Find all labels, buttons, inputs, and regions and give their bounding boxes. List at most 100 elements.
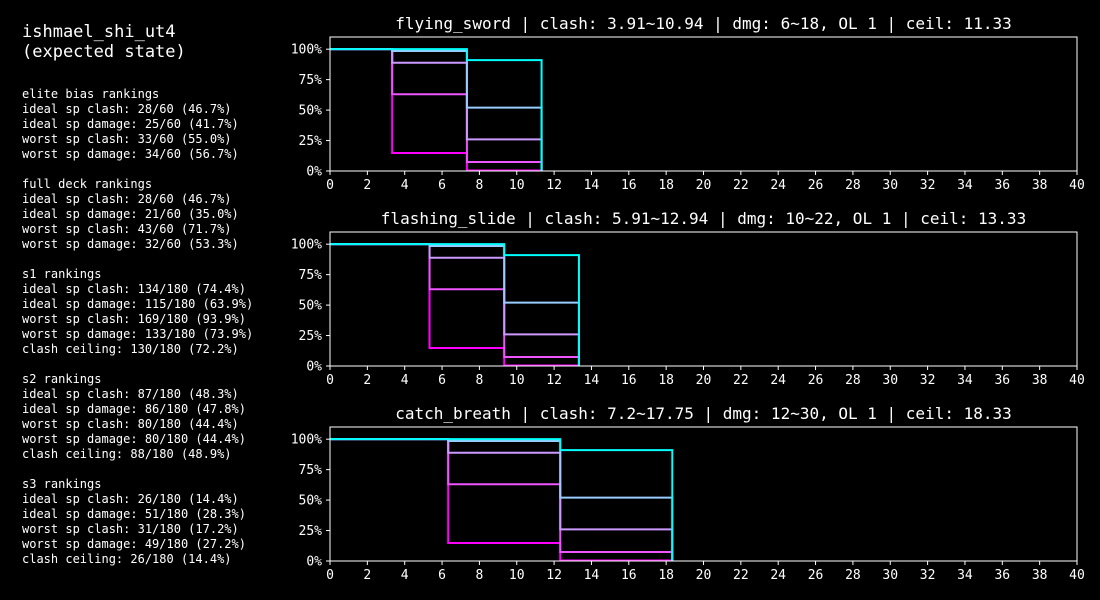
- x-tick-label: 0: [326, 373, 334, 388]
- x-tick-label: 38: [1032, 178, 1048, 193]
- x-tick-label: 20: [696, 373, 712, 388]
- x-tick-label: 34: [957, 373, 973, 388]
- x-tick-label: 18: [658, 568, 674, 583]
- ranking-line: clash ceiling: 130/180 (72.2%): [22, 342, 239, 356]
- x-tick-label: 6: [438, 373, 446, 388]
- ranking-line: ideal sp clash: 87/180 (48.3%): [22, 387, 239, 401]
- chart-title: flashing_slide | clash: 5.91~12.94 | dmg…: [381, 209, 1026, 228]
- x-tick-label: 32: [920, 373, 936, 388]
- x-tick-label: 0: [326, 178, 334, 193]
- series-line: [330, 438, 674, 561]
- x-tick-label: 18: [658, 373, 674, 388]
- ranking-line: ideal sp clash: 28/60 (46.7%): [22, 102, 232, 116]
- y-tick-label: 25%: [299, 134, 323, 149]
- x-tick-label: 30: [882, 178, 898, 193]
- x-tick-label: 30: [882, 568, 898, 583]
- ranking-line: ideal sp damage: 86/180 (47.8%): [22, 402, 246, 416]
- x-tick-label: 14: [584, 373, 600, 388]
- ranking-line: clash ceiling: 88/180 (48.9%): [22, 447, 232, 461]
- x-tick-label: 0: [326, 568, 334, 583]
- ranking-line: ideal sp damage: 25/60 (41.7%): [22, 117, 239, 131]
- x-tick-label: 16: [621, 178, 637, 193]
- x-tick-label: 4: [401, 373, 409, 388]
- x-tick-label: 2: [363, 178, 371, 193]
- chart-panel: catch_breath | clash: 7.2~17.75 | dmg: 1…: [291, 404, 1085, 583]
- x-tick-label: 40: [1069, 568, 1085, 583]
- x-tick-label: 24: [770, 178, 786, 193]
- x-tick-label: 26: [808, 373, 824, 388]
- series-line: [330, 438, 674, 562]
- x-tick-label: 14: [584, 178, 600, 193]
- y-tick-label: 50%: [299, 104, 323, 119]
- x-tick-label: 16: [621, 373, 637, 388]
- y-tick-label: 25%: [299, 524, 323, 539]
- chart-panel: flashing_slide | clash: 5.91~12.94 | dmg…: [291, 209, 1085, 388]
- x-tick-label: 26: [808, 568, 824, 583]
- y-tick-label: 0%: [306, 165, 322, 180]
- ranking-section: full deck rankings ideal sp clash: 28/60 …: [22, 177, 292, 252]
- x-tick-label: 30: [882, 373, 898, 388]
- x-tick-label: 14: [584, 568, 600, 583]
- y-tick-label: 50%: [299, 299, 323, 314]
- stats-panel: ishmael_shi_ut4 (expected state) elite b…: [22, 22, 292, 567]
- x-tick-label: 36: [994, 568, 1010, 583]
- chart-panel: flying_sword | clash: 3.91~10.94 | dmg: …: [291, 14, 1085, 193]
- section-heading: elite bias rankings: [22, 87, 160, 101]
- x-tick-label: 24: [770, 568, 786, 583]
- ranking-line: ideal sp clash: 134/180 (74.4%): [22, 282, 246, 296]
- x-tick-label: 24: [770, 373, 786, 388]
- x-tick-label: 28: [845, 178, 861, 193]
- y-tick-label: 75%: [299, 268, 323, 283]
- y-tick-label: 75%: [299, 463, 323, 478]
- ranking-line: clash ceiling: 26/180 (14.4%): [22, 552, 232, 566]
- x-tick-label: 38: [1032, 373, 1048, 388]
- x-tick-label: 32: [920, 178, 936, 193]
- rankings-list: elite bias rankings ideal sp clash: 28/60…: [22, 87, 292, 567]
- series-line: [330, 243, 580, 366]
- panel-title: ishmael_shi_ut4: [22, 22, 176, 42]
- x-tick-label: 22: [733, 178, 749, 193]
- y-tick-label: 0%: [306, 555, 322, 570]
- chart-title: flying_sword | clash: 3.91~10.94 | dmg: …: [395, 14, 1012, 33]
- section-heading: full deck rankings: [22, 177, 153, 191]
- ranking-line: ideal sp damage: 115/180 (63.9%): [22, 297, 254, 311]
- y-tick-label: 25%: [299, 329, 323, 344]
- ranking-line: worst sp clash: 80/180 (44.4%): [22, 417, 239, 431]
- x-tick-label: 8: [475, 373, 483, 388]
- y-tick-label: 50%: [299, 494, 323, 509]
- x-tick-label: 2: [363, 373, 371, 388]
- x-tick-label: 22: [733, 373, 749, 388]
- ranking-line: worst sp clash: 169/180 (93.9%): [22, 312, 246, 326]
- plot-frame: [329, 426, 1078, 562]
- ranking-line: worst sp damage: 80/180 (44.4%): [22, 432, 246, 446]
- ranking-section: s2 rankings ideal sp clash: 87/180 (48.3%…: [22, 372, 292, 462]
- x-tick-label: 20: [696, 568, 712, 583]
- series-line: [330, 48, 543, 172]
- x-tick-label: 38: [1032, 568, 1048, 583]
- ranking-line: worst sp damage: 133/180 (73.9%): [22, 327, 254, 341]
- ranking-line: worst sp clash: 43/60 (71.7%): [22, 222, 232, 236]
- ranking-line: ideal sp clash: 28/60 (46.7%): [22, 192, 232, 206]
- panel-subtitle: (expected state): [22, 42, 186, 62]
- x-tick-label: 8: [475, 178, 483, 193]
- x-tick-label: 10: [509, 568, 525, 583]
- ranking-line: worst sp clash: 31/180 (17.2%): [22, 522, 239, 536]
- x-tick-label: 18: [658, 178, 674, 193]
- x-tick-label: 6: [438, 568, 446, 583]
- x-tick-label: 12: [546, 373, 562, 388]
- ranking-line: worst sp damage: 34/60 (56.7%): [22, 147, 239, 161]
- section-heading: s2 rankings: [22, 372, 102, 386]
- y-tick-label: 100%: [291, 238, 322, 253]
- x-tick-label: 36: [994, 178, 1010, 193]
- y-tick-label: 100%: [291, 433, 322, 448]
- x-tick-label: 34: [957, 568, 973, 583]
- ranking-section: s1 rankings ideal sp clash: 134/180 (74.4…: [22, 267, 292, 357]
- ranking-line: worst sp clash: 33/60 (55.0%): [22, 132, 232, 146]
- x-tick-label: 4: [401, 568, 409, 583]
- plot-frame: [329, 36, 1078, 172]
- x-tick-label: 12: [546, 178, 562, 193]
- series-line: [330, 48, 543, 171]
- ranking-section: s3 rankings ideal sp clash: 26/180 (14.4%…: [22, 477, 292, 567]
- x-tick-label: 2: [363, 568, 371, 583]
